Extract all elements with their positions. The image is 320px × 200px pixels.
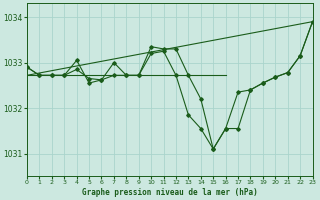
X-axis label: Graphe pression niveau de la mer (hPa): Graphe pression niveau de la mer (hPa): [82, 188, 258, 197]
